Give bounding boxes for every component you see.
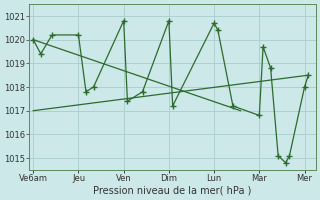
X-axis label: Pression niveau de la mer( hPa ): Pression niveau de la mer( hPa ) [93,186,252,196]
